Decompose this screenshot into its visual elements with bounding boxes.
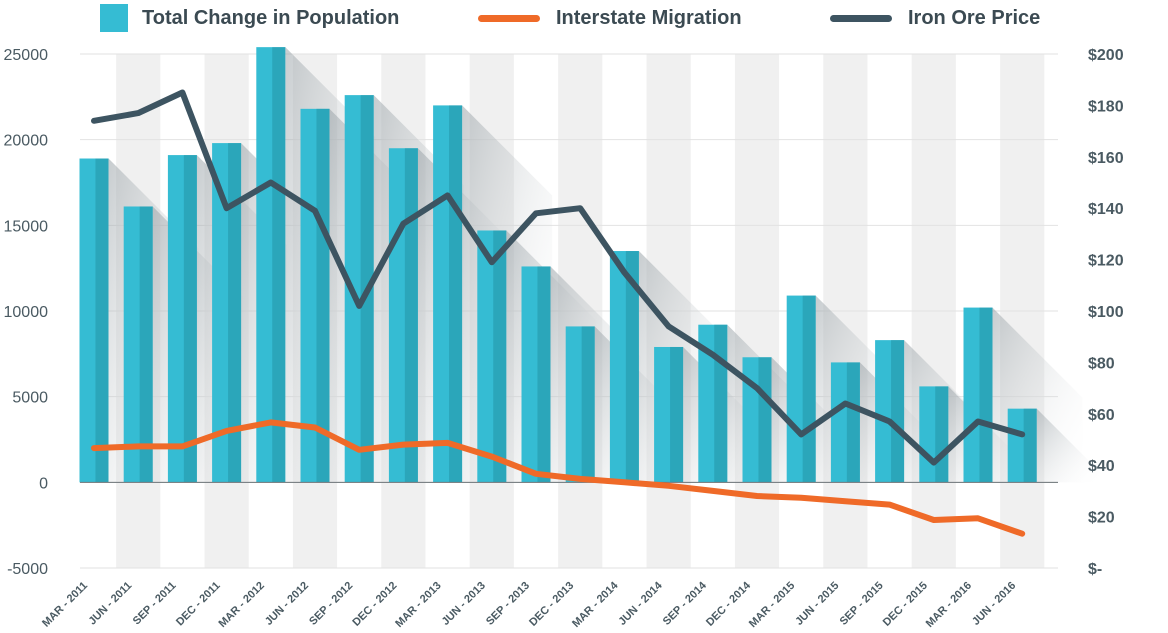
line-series	[91, 89, 1026, 537]
x-axis-tick-label: JUN - 2013	[440, 580, 488, 628]
left-axis-tick-label: 0	[39, 475, 48, 492]
right-axis-tick-label: $160	[1088, 150, 1124, 167]
legend-label-migration: Interstate Migration	[556, 6, 742, 29]
x-axis-tick-label: SEP - 2013	[484, 580, 532, 628]
x-axis-tick-label: JUN - 2012	[263, 580, 311, 628]
population-bar-shade	[183, 155, 197, 483]
population-bar-shade	[316, 108, 330, 483]
population-bar-shade	[846, 362, 860, 483]
population-bar-shade	[139, 206, 153, 483]
legend-label-iron: Iron Ore Price	[908, 6, 1041, 29]
population-bar-shade	[493, 230, 507, 483]
population-bar-shade	[625, 251, 639, 483]
bar-shadow	[1036, 408, 1104, 483]
right-axis-tick-label: $140	[1088, 201, 1124, 218]
x-axis-tick-label: JUN - 2011	[86, 580, 134, 628]
x-axis-tick-label: DEC - 2011	[174, 580, 223, 629]
x-axis-tick-label: MAR - 2011	[40, 580, 90, 630]
legend-item-iron: Iron Ore Price	[830, 4, 1040, 32]
population-bar-shade	[449, 105, 463, 483]
right-axis-tick-label: $60	[1088, 407, 1115, 424]
right-axis-tick-label: $80	[1088, 355, 1115, 372]
x-axis-tick-label: MAR - 2014	[570, 579, 621, 630]
population-bar-shade	[670, 346, 684, 483]
legend: Total Change in Population Interstate Mi…	[0, 4, 1168, 32]
x-axis-tick-label: SEP - 2014	[661, 579, 710, 628]
legend-item-migration: Interstate Migration	[478, 4, 742, 32]
population-bar-shade	[979, 307, 993, 483]
left-axis-tick-label: 5000	[12, 390, 48, 407]
x-axis-tick-label: MAR - 2013	[393, 580, 443, 630]
population-bar-shade	[404, 148, 418, 483]
x-axis-tick-label: JUN - 2016	[970, 580, 1018, 628]
population-bar-shade	[758, 357, 772, 483]
x-axis-tick-label: SEP - 2012	[307, 580, 355, 628]
left-axis-tick-label: 25000	[4, 47, 49, 64]
left-axis-tick-label: -5000	[7, 561, 48, 578]
x-axis-tick-label: SEP - 2011	[131, 580, 179, 628]
population-bar-shade	[272, 47, 286, 483]
right-axis-tick-label: $40	[1088, 458, 1115, 475]
x-axis-tick-label: JUN - 2014	[616, 579, 665, 628]
left-axis-tick-label: 10000	[4, 304, 49, 321]
x-axis-tick-label: MAR - 2016	[924, 580, 974, 630]
right-axis-tick-label: $20	[1088, 510, 1115, 527]
left-axis-ticks: 25000 20000 15000 10000 5000 0 -5000	[4, 47, 49, 578]
right-axis-tick-label: $200	[1088, 47, 1124, 64]
x-axis-tick-label: SEP - 2015	[838, 580, 886, 628]
legend-label-population: Total Change in Population	[142, 6, 400, 29]
left-axis-tick-label: 20000	[4, 133, 49, 150]
population-bar-shade	[714, 324, 728, 483]
x-axis-tick-label: MAR - 2015	[747, 580, 797, 630]
population-bar-shade	[891, 340, 905, 483]
x-axis-tick-label: MAR - 2012	[217, 580, 267, 630]
population-bar-shade	[581, 326, 595, 483]
iron-ore-price-line	[91, 89, 1026, 466]
legend-swatch-iron	[830, 14, 892, 22]
left-axis-tick-label: 15000	[4, 218, 49, 235]
right-axis-tick-label: $100	[1088, 304, 1124, 321]
population-bar-shade	[1023, 408, 1037, 483]
legend-swatch-migration	[478, 14, 540, 22]
right-axis-tick-label: $180	[1088, 98, 1124, 115]
right-axis-tick-label: $120	[1088, 253, 1124, 270]
x-axis-tick-label: JUN - 2015	[793, 580, 841, 628]
legend-item-population: Total Change in Population	[100, 4, 399, 32]
right-axis-ticks: $200 $180 $160 $140 $120 $100 $80 $60 $40 $20 $-	[1088, 47, 1124, 578]
interstate-migration-line	[91, 419, 1026, 537]
population-bar-shade	[935, 386, 949, 483]
population-bar-shade	[228, 143, 242, 483]
legend-swatch-population	[100, 4, 128, 32]
population-bar-shade	[95, 158, 109, 483]
population-bar-shade	[537, 266, 551, 483]
right-axis-tick-label: $-	[1088, 561, 1102, 578]
population-bar-shade	[802, 295, 816, 483]
